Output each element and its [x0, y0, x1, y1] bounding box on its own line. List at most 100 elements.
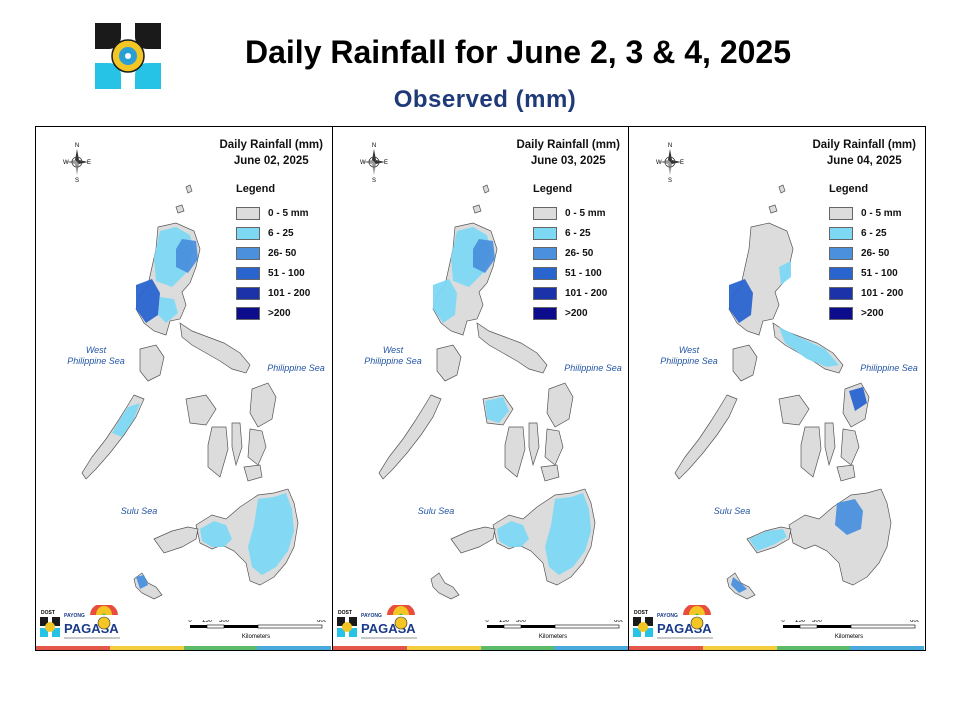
legend-label: 26- 50 — [565, 247, 594, 259]
island-batanes — [482, 184, 490, 194]
island-samar — [249, 382, 277, 428]
island-mindoro — [732, 344, 758, 382]
legend-item: 6 - 25 — [829, 223, 903, 243]
pagasa-logo: DOST PAYONG PAGASA — [337, 605, 417, 639]
philippine-sea-label: Philippine Sea — [564, 363, 622, 373]
rainfall-zone-mindanao_west — [200, 521, 232, 547]
panel-title: Daily Rainfall (mm) June 02, 2025 — [219, 137, 323, 169]
legend-swatch — [829, 226, 853, 240]
compass-n: N — [372, 143, 376, 149]
compass-w: W — [360, 160, 366, 166]
island-batanes — [185, 184, 193, 194]
legend-item: 0 - 5 mm — [236, 203, 310, 223]
island-mindoro — [139, 344, 165, 382]
rainfall-zone-ne_luzon — [473, 239, 495, 273]
island-cebu — [824, 422, 836, 467]
legend: Legend 0 - 5 mm 6 - 25 26- 50 51 - 100 101 -… — [533, 183, 607, 323]
legend-item: 6 - 25 — [236, 223, 310, 243]
sulu-sea-label: Sulu Sea — [417, 506, 455, 516]
compass-e: E — [384, 160, 388, 166]
island-zamboanga — [450, 526, 496, 554]
island-mindanao — [788, 488, 892, 586]
rainfall-zone-zamboanga — [749, 529, 787, 551]
compass-s: S — [75, 178, 79, 183]
rainfall-zone-samar — [849, 387, 867, 411]
island-bicol — [476, 322, 548, 374]
legend-swatch — [829, 306, 853, 320]
legend-item: 51 - 100 — [829, 263, 903, 283]
payong-label: PAYONG — [657, 613, 678, 619]
color-stripe — [629, 646, 924, 650]
scale-unit: Kilometers — [539, 634, 567, 640]
pagasa-wordmark: PAGASA — [361, 621, 416, 636]
rainfall-zone-west_luzon — [136, 279, 160, 323]
island-bohol — [540, 464, 560, 482]
legend-label: 0 - 5 mm — [268, 207, 309, 219]
pagasa-seal-logo — [95, 23, 161, 89]
philippines-map — [674, 184, 892, 600]
island-panay — [185, 394, 217, 426]
legend-label: 6 - 25 — [861, 227, 887, 239]
philippines-map — [81, 184, 299, 600]
island-negros — [800, 426, 822, 478]
rainfall-map-panel-june-02: N S W E Daily Rainfall (mm) June 02, 202… — [36, 127, 331, 650]
dost-label: DOST — [634, 610, 648, 616]
island-babuyan — [768, 204, 778, 214]
scale-tick-label: 300 — [516, 620, 527, 624]
legend-title: Legend — [533, 183, 573, 195]
philippine-sea-label: Philippine Sea — [267, 363, 325, 373]
legend-item: 6 - 25 — [533, 223, 607, 243]
legend-item: >200 — [829, 303, 903, 323]
rainfall-zone-ne_luzon — [176, 239, 198, 273]
legend-label: 0 - 5 mm — [565, 207, 606, 219]
legend-label: 6 - 25 — [565, 227, 591, 239]
legend-rows: 0 - 5 mm 6 - 25 26- 50 51 - 100 101 - 200 >20… — [236, 203, 310, 323]
island-sulu — [430, 572, 460, 600]
legend-item: >200 — [533, 303, 607, 323]
panel-title-line1: Daily Rainfall (mm) — [219, 139, 323, 151]
legend-label: >200 — [268, 307, 291, 319]
legend-label: 101 - 200 — [861, 287, 904, 299]
panel-title: Daily Rainfall (mm) June 03, 2025 — [516, 137, 620, 169]
scale-unit: Kilometers — [835, 634, 863, 640]
dost-label: DOST — [338, 610, 352, 616]
legend-item: 51 - 100 — [236, 263, 310, 283]
rainfall-zone-palawan — [112, 403, 140, 437]
legend-label: 101 - 200 — [268, 287, 311, 299]
north-arrow-icon: N S W E — [63, 143, 91, 183]
legend-swatch — [829, 266, 853, 280]
scale-tick-label: 300 — [812, 620, 823, 624]
legend-label: 51 - 100 — [268, 267, 305, 279]
legend-label: >200 — [861, 307, 884, 319]
rainfall-zone-mindanao_east — [248, 493, 294, 575]
legend-label: 26- 50 — [861, 247, 890, 259]
legend-label: 101 - 200 — [565, 287, 608, 299]
legend-swatch — [236, 206, 260, 220]
legend-swatch — [533, 306, 557, 320]
legend-item: 101 - 200 — [236, 283, 310, 303]
rainfall-zone-bicol — [779, 327, 839, 367]
compass-w: W — [63, 160, 69, 166]
scale-bar: 0 150 300 600 Kilometers — [781, 620, 919, 640]
island-palawan — [378, 394, 442, 480]
legend-item: 26- 50 — [829, 243, 903, 263]
legend-label: 6 - 25 — [268, 227, 294, 239]
legend-swatch — [829, 206, 853, 220]
rainfall-zone-mindanao_east — [545, 493, 591, 575]
pagasa-wordmark: PAGASA — [64, 621, 119, 636]
scale-tick-label: 150 — [499, 620, 510, 624]
legend-label: 51 - 100 — [861, 267, 898, 279]
legend-label: >200 — [565, 307, 588, 319]
scale-unit: Kilometers — [242, 634, 270, 640]
legend-item: >200 — [236, 303, 310, 323]
compass-s: S — [372, 178, 376, 183]
legend-item: 0 - 5 mm — [533, 203, 607, 223]
island-babuyan — [472, 204, 482, 214]
panel-date: June 04, 2025 — [826, 155, 902, 167]
rainfall-zone-mindanao_west — [497, 521, 529, 547]
rainfall-zone-west_luzon — [729, 279, 753, 323]
north-arrow-icon: N S W E — [360, 143, 388, 183]
scale-bar: 0 150 300 600 Kilometers — [485, 620, 623, 640]
page-subtitle: Observed (mm) — [393, 86, 577, 113]
legend-item: 51 - 100 — [533, 263, 607, 283]
